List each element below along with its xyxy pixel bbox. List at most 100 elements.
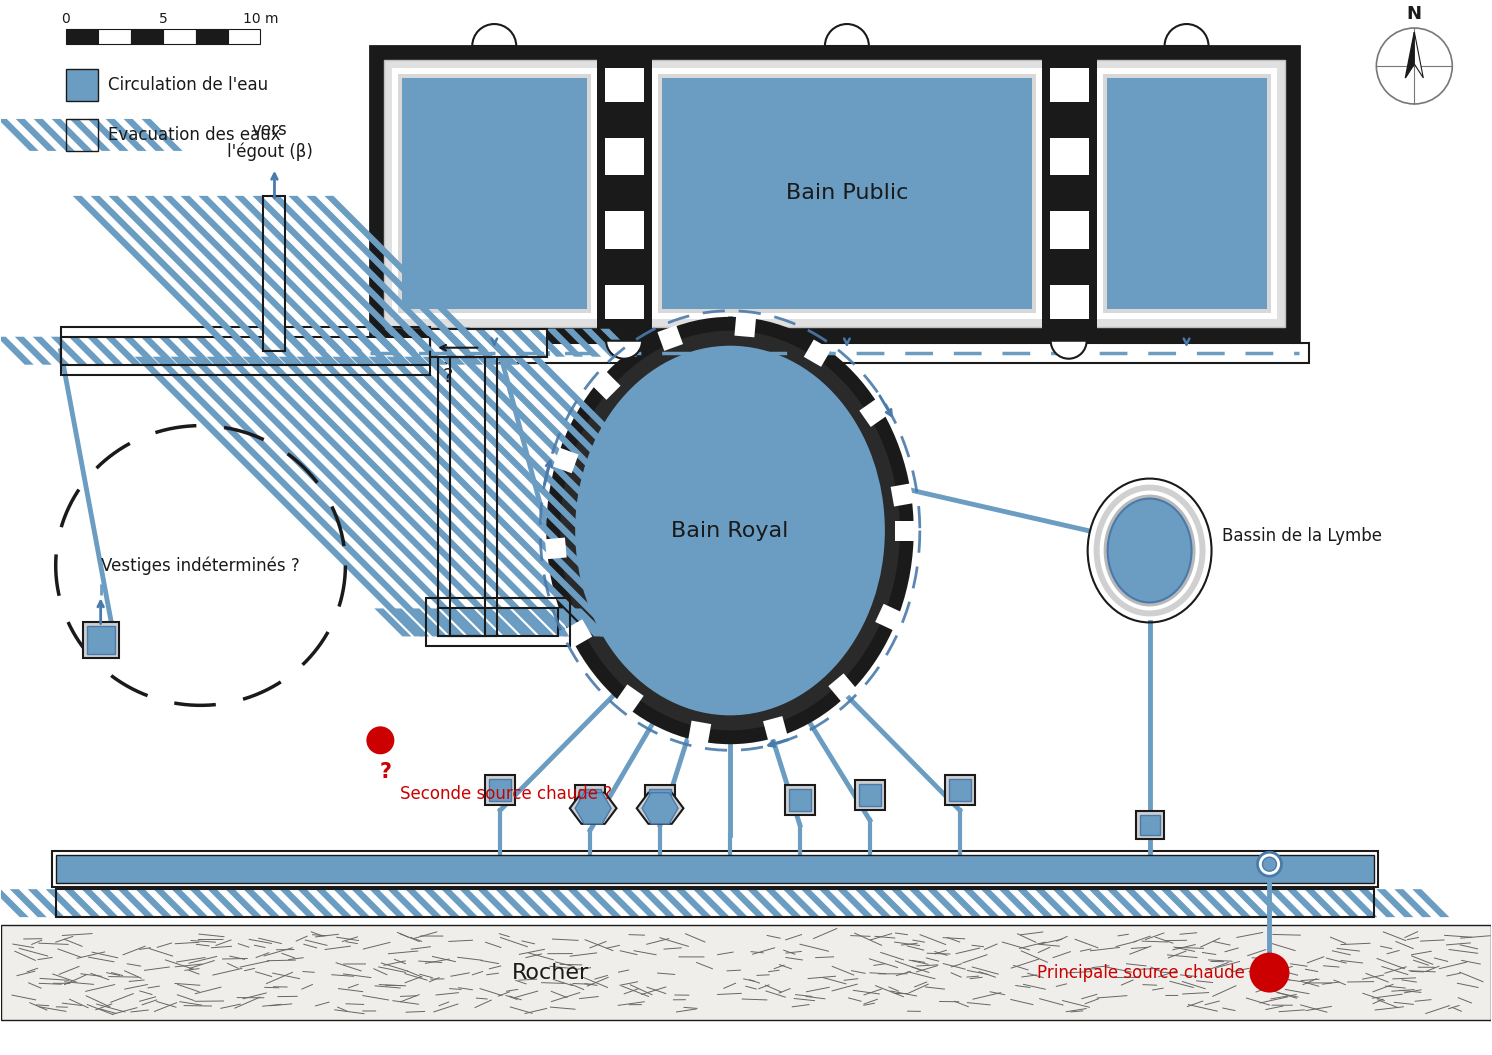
Bar bbox=[87, 627, 115, 654]
Bar bbox=[61, 337, 430, 365]
Bar bbox=[392, 68, 1277, 319]
Bar bbox=[55, 856, 1374, 883]
Text: vers
l'égout (β): vers l'égout (β) bbox=[227, 121, 312, 160]
Text: Rocher: Rocher bbox=[512, 962, 589, 982]
Polygon shape bbox=[1161, 889, 1198, 917]
Ellipse shape bbox=[548, 319, 912, 743]
Polygon shape bbox=[252, 196, 416, 350]
Bar bbox=[427, 598, 570, 647]
Polygon shape bbox=[567, 889, 604, 917]
Polygon shape bbox=[446, 609, 483, 636]
Bar bbox=[554, 447, 579, 474]
Circle shape bbox=[1258, 852, 1282, 877]
Polygon shape bbox=[188, 357, 477, 636]
Polygon shape bbox=[564, 329, 601, 357]
Polygon shape bbox=[891, 889, 928, 917]
Text: 10 m: 10 m bbox=[243, 12, 278, 26]
Polygon shape bbox=[500, 609, 537, 636]
Bar bbox=[688, 721, 712, 744]
Polygon shape bbox=[495, 889, 533, 917]
Polygon shape bbox=[261, 357, 549, 636]
Polygon shape bbox=[1232, 889, 1270, 917]
Bar bbox=[859, 399, 888, 427]
Bar bbox=[734, 315, 756, 338]
Polygon shape bbox=[712, 889, 747, 917]
Polygon shape bbox=[100, 889, 137, 917]
Polygon shape bbox=[554, 609, 591, 636]
Polygon shape bbox=[428, 337, 466, 365]
Polygon shape bbox=[962, 889, 1000, 917]
Polygon shape bbox=[315, 357, 603, 636]
Ellipse shape bbox=[1104, 495, 1195, 607]
Polygon shape bbox=[207, 889, 245, 917]
Polygon shape bbox=[333, 889, 370, 917]
Polygon shape bbox=[460, 889, 497, 917]
Polygon shape bbox=[1071, 889, 1107, 917]
Bar bbox=[485, 775, 515, 805]
Bar bbox=[645, 785, 674, 816]
Polygon shape bbox=[783, 889, 821, 917]
Polygon shape bbox=[674, 889, 712, 917]
Polygon shape bbox=[873, 889, 910, 917]
Bar bbox=[949, 780, 971, 801]
Bar bbox=[55, 889, 1374, 917]
Bar bbox=[1046, 175, 1092, 211]
Polygon shape bbox=[442, 889, 479, 917]
Polygon shape bbox=[439, 329, 476, 357]
Polygon shape bbox=[104, 337, 142, 365]
Bar bbox=[616, 685, 643, 712]
Circle shape bbox=[367, 726, 394, 754]
Polygon shape bbox=[28, 889, 64, 917]
Polygon shape bbox=[357, 337, 394, 365]
Bar bbox=[98, 30, 131, 44]
Polygon shape bbox=[136, 889, 173, 917]
Bar bbox=[1050, 68, 1089, 319]
Wedge shape bbox=[1050, 341, 1086, 359]
Bar bbox=[451, 357, 485, 636]
Polygon shape bbox=[388, 889, 424, 917]
Polygon shape bbox=[1395, 889, 1431, 917]
Polygon shape bbox=[1143, 889, 1180, 917]
Text: ?: ? bbox=[379, 763, 391, 783]
Polygon shape bbox=[206, 357, 495, 636]
Polygon shape bbox=[73, 196, 237, 350]
Polygon shape bbox=[582, 329, 619, 357]
Polygon shape bbox=[1179, 889, 1216, 917]
Polygon shape bbox=[1322, 889, 1359, 917]
Polygon shape bbox=[421, 329, 457, 357]
Polygon shape bbox=[189, 889, 227, 917]
Bar bbox=[66, 119, 97, 151]
Polygon shape bbox=[297, 889, 334, 917]
Bar bbox=[944, 775, 974, 805]
Polygon shape bbox=[1376, 889, 1413, 917]
Polygon shape bbox=[536, 609, 573, 636]
Bar bbox=[264, 196, 285, 350]
Bar bbox=[61, 337, 430, 365]
Bar bbox=[451, 357, 485, 636]
Polygon shape bbox=[528, 329, 565, 357]
Polygon shape bbox=[321, 337, 358, 365]
Bar bbox=[1135, 811, 1164, 839]
Polygon shape bbox=[194, 337, 231, 365]
Polygon shape bbox=[234, 196, 398, 350]
Polygon shape bbox=[51, 337, 88, 365]
Polygon shape bbox=[424, 889, 461, 917]
Text: Seconde source chaude ?: Seconde source chaude ? bbox=[400, 785, 613, 803]
Polygon shape bbox=[170, 357, 460, 636]
Bar bbox=[489, 780, 512, 801]
Polygon shape bbox=[297, 357, 585, 636]
Polygon shape bbox=[198, 196, 363, 350]
Bar bbox=[1107, 78, 1268, 309]
Polygon shape bbox=[163, 196, 327, 350]
Bar bbox=[876, 603, 901, 630]
Polygon shape bbox=[288, 196, 452, 350]
Polygon shape bbox=[603, 889, 640, 917]
Polygon shape bbox=[510, 329, 548, 357]
Bar bbox=[52, 851, 1379, 887]
Polygon shape bbox=[46, 889, 82, 917]
Polygon shape bbox=[140, 337, 178, 365]
Polygon shape bbox=[10, 889, 46, 917]
Text: Vestiges indéterminés ?: Vestiges indéterminés ? bbox=[101, 556, 300, 575]
Wedge shape bbox=[1165, 24, 1209, 46]
Polygon shape bbox=[927, 889, 964, 917]
